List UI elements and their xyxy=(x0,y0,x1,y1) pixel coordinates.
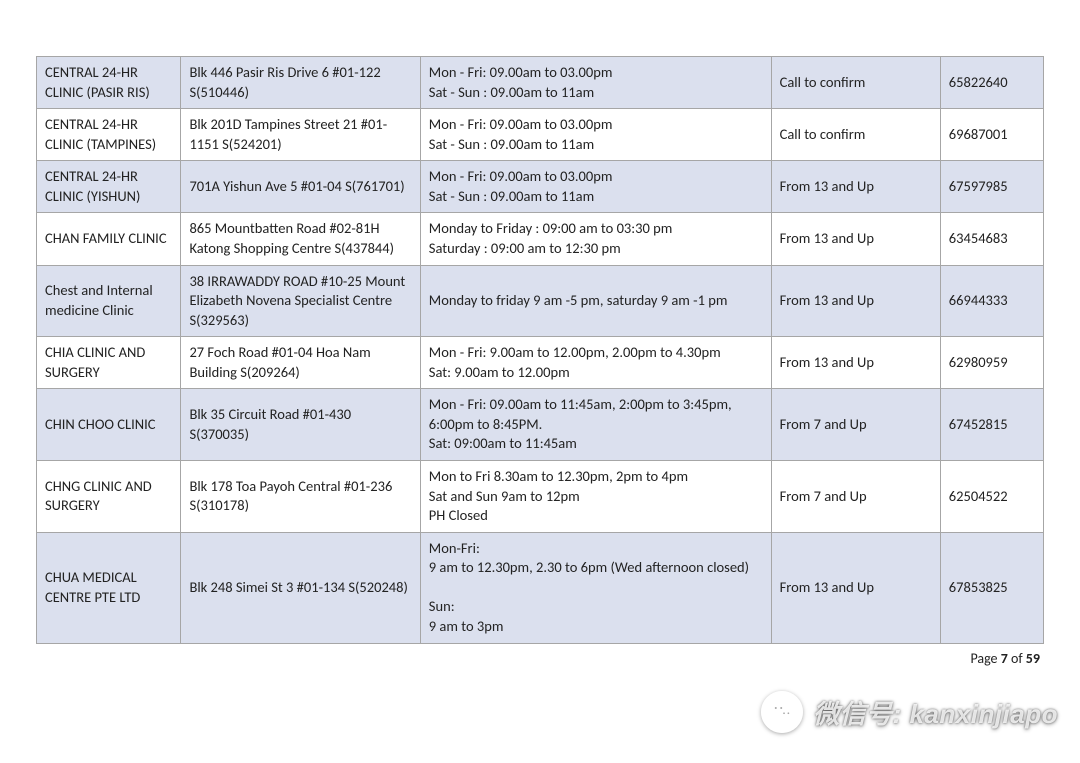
cell-age: From 13 and Up xyxy=(771,532,940,643)
cell-hours: Mon - Fri: 09.00am to 03.00pm Sat - Sun … xyxy=(420,109,771,161)
table-row: CHNG CLINIC AND SURGERYBlk 178 Toa Payoh… xyxy=(37,461,1044,533)
table-row: CHUA MEDICAL CENTRE PTE LTDBlk 248 Simei… xyxy=(37,532,1044,643)
cell-hours: Mon - Fri: 09.00am to 03.00pm Sat - Sun … xyxy=(420,57,771,109)
cell-name: CHAN FAMILY CLINIC xyxy=(37,213,181,265)
cell-phone: 66944333 xyxy=(940,265,1043,337)
cell-address: 38 IRRAWADDY ROAD #10-25 Mount Elizabeth… xyxy=(181,265,420,337)
clinic-table: CENTRAL 24-HR CLINIC (PASIR RIS)Blk 446 … xyxy=(36,56,1044,644)
cell-age: From 13 and Up xyxy=(771,213,940,265)
cell-address: Blk 446 Pasir Ris Drive 6 #01-122 S(5104… xyxy=(181,57,420,109)
table-row: CENTRAL 24-HR CLINIC (TAMPINES)Blk 201D … xyxy=(37,109,1044,161)
cell-hours: Mon-Fri: 9 am to 12.30pm, 2.30 to 6pm (W… xyxy=(420,532,771,643)
page-current: 7 xyxy=(1001,650,1008,667)
watermark-text: 微信号: kanxinjiapo xyxy=(813,694,1058,731)
cell-address: Blk 35 Circuit Road #01-430 S(370035) xyxy=(181,389,420,461)
cell-address: 701A Yishun Ave 5 #01-04 S(761701) xyxy=(181,161,420,213)
cell-name: CENTRAL 24-HR CLINIC (PASIR RIS) xyxy=(37,57,181,109)
table-row: CENTRAL 24-HR CLINIC (YISHUN)701A Yishun… xyxy=(37,161,1044,213)
cell-phone: 67452815 xyxy=(940,389,1043,461)
cell-age: From 13 and Up xyxy=(771,337,940,389)
table-row: CHIN CHOO CLINICBlk 35 Circuit Road #01-… xyxy=(37,389,1044,461)
cell-phone: 69687001 xyxy=(940,109,1043,161)
cell-name: CENTRAL 24-HR CLINIC (YISHUN) xyxy=(37,161,181,213)
cell-hours: Monday to Friday : 09:00 am to 03:30 pm … xyxy=(420,213,771,265)
cell-age: From 13 and Up xyxy=(771,265,940,337)
cell-phone: 67597985 xyxy=(940,161,1043,213)
page-middle: of xyxy=(1008,650,1026,667)
table-row: Chest and Internal medicine Clinic38 IRR… xyxy=(37,265,1044,337)
cell-hours: Mon - Fri: 9.00am to 12.00pm, 2.00pm to … xyxy=(420,337,771,389)
cell-hours: Mon - Fri: 09.00am to 03.00pm Sat - Sun … xyxy=(420,161,771,213)
cell-address: Blk 178 Toa Payoh Central #01-236 S(3101… xyxy=(181,461,420,533)
cell-phone: 62980959 xyxy=(940,337,1043,389)
cell-phone: 63454683 xyxy=(940,213,1043,265)
page-prefix: Page xyxy=(970,650,1000,667)
page-number: Page 7 of 59 xyxy=(970,650,1040,667)
cell-name: CHIA CLINIC AND SURGERY xyxy=(37,337,181,389)
cell-age: Call to confirm xyxy=(771,57,940,109)
table-row: CENTRAL 24-HR CLINIC (PASIR RIS)Blk 446 … xyxy=(37,57,1044,109)
cell-name: CENTRAL 24-HR CLINIC (TAMPINES) xyxy=(37,109,181,161)
cell-phone: 62504522 xyxy=(940,461,1043,533)
page-total: 59 xyxy=(1026,650,1040,667)
cell-age: Call to confirm xyxy=(771,109,940,161)
table-row: CHIA CLINIC AND SURGERY27 Foch Road #01-… xyxy=(37,337,1044,389)
cell-name: Chest and Internal medicine Clinic xyxy=(37,265,181,337)
wechat-icon xyxy=(761,691,803,733)
cell-address: Blk 201D Tampines Street 21 #01-1151 S(5… xyxy=(181,109,420,161)
cell-phone: 65822640 xyxy=(940,57,1043,109)
cell-address: 27 Foch Road #01-04 Hoa Nam Building S(2… xyxy=(181,337,420,389)
cell-hours: Mon to Fri 8.30am to 12.30pm, 2pm to 4pm… xyxy=(420,461,771,533)
wechat-watermark: 微信号: kanxinjiapo xyxy=(761,691,1058,733)
page-container: CENTRAL 24-HR CLINIC (PASIR RIS)Blk 446 … xyxy=(0,0,1080,664)
cell-age: From 7 and Up xyxy=(771,389,940,461)
cell-address: Blk 248 Simei St 3 #01-134 S(520248) xyxy=(181,532,420,643)
cell-hours: Mon - Fri: 09.00am to 11:45am, 2:00pm to… xyxy=(420,389,771,461)
table-row: CHAN FAMILY CLINIC865 Mountbatten Road #… xyxy=(37,213,1044,265)
cell-name: CHUA MEDICAL CENTRE PTE LTD xyxy=(37,532,181,643)
cell-address: 865 Mountbatten Road #02-81H Katong Shop… xyxy=(181,213,420,265)
cell-age: From 7 and Up xyxy=(771,461,940,533)
cell-phone: 67853825 xyxy=(940,532,1043,643)
cell-age: From 13 and Up xyxy=(771,161,940,213)
cell-name: CHIN CHOO CLINIC xyxy=(37,389,181,461)
cell-name: CHNG CLINIC AND SURGERY xyxy=(37,461,181,533)
cell-hours: Monday to friday 9 am -5 pm, saturday 9 … xyxy=(420,265,771,337)
